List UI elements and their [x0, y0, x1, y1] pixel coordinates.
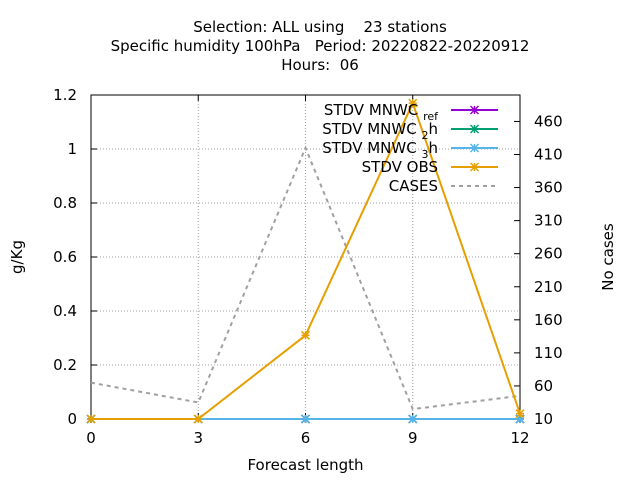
legend-marker-2	[469, 143, 480, 153]
y2-tick-label: 360	[534, 179, 563, 197]
legend-label-2: STDV MNWC 3h	[322, 139, 438, 161]
x-tick-label: 9	[408, 429, 418, 447]
y-tick-label: 0.4	[53, 302, 77, 320]
legend-label-3: STDV OBS	[362, 158, 438, 176]
data-point-series-3	[515, 409, 525, 419]
chart-title-line-2: Specific humidity 100hPa Period: 2022082…	[110, 37, 530, 55]
legend-marker-0	[469, 105, 480, 115]
data-point-series-3	[300, 330, 311, 340]
legend-label-0: STDV MNWC ref	[324, 101, 439, 123]
data-point-series-2	[408, 414, 418, 424]
y2-tick-label: 460	[534, 112, 563, 130]
y2-tick-label: 210	[534, 278, 563, 296]
x-tick-label: 6	[301, 429, 311, 447]
x-tick-label: 3	[193, 429, 203, 447]
x-tick-label: 12	[510, 429, 529, 447]
y2-tick-label: 10	[534, 410, 553, 428]
legend-label-1: STDV MNWC 2h	[322, 120, 438, 142]
y2-tick-label: 410	[534, 146, 563, 164]
series-line-4	[90, 145, 521, 411]
y-axis-label: g/Kg	[8, 240, 26, 274]
x-axis-label: Forecast length	[247, 456, 363, 474]
x-tick-label: 0	[86, 429, 96, 447]
chart-title-line-3: Hours: 06	[281, 56, 359, 74]
y2-tick-label: 310	[534, 212, 563, 230]
data-point-series-2	[300, 414, 311, 424]
data-point-series-3	[408, 98, 418, 108]
legend-marker-3	[469, 162, 480, 172]
data-point-series-3	[86, 414, 96, 424]
y2-tick-label: 260	[534, 245, 563, 263]
y-tick-label: 0.2	[53, 356, 77, 374]
chart-title-line-1: Selection: ALL using 23 stations	[193, 18, 447, 36]
y2-axis-label: No cases	[599, 223, 617, 291]
y-tick-label: 0.8	[53, 194, 77, 212]
y-tick-label: 0.6	[53, 248, 77, 266]
legend-marker-1	[469, 124, 480, 134]
y2-tick-label: 110	[534, 344, 563, 362]
y-tick-label: 0	[67, 410, 77, 428]
y-tick-label: 1	[67, 140, 77, 158]
y2-tick-label: 60	[534, 377, 553, 395]
y-tick-label: 1.2	[53, 86, 77, 104]
data-point-series-3	[193, 414, 203, 424]
y2-tick-label: 160	[534, 311, 563, 329]
legend-label-4: CASES	[389, 177, 438, 195]
